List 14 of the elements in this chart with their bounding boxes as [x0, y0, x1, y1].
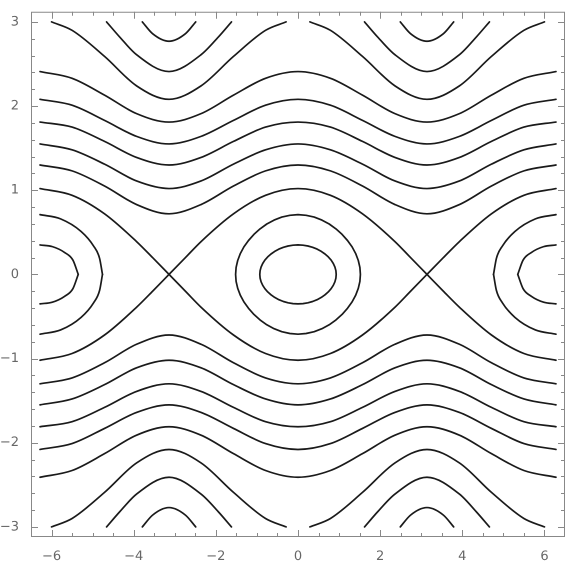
x-tick-label: 6 [540, 549, 549, 564]
x-tick-label: −2 [206, 549, 226, 564]
x-tick-label: −6 [42, 549, 62, 564]
y-tick-label: −3 [0, 519, 19, 534]
y-tick-label: −1 [0, 350, 19, 366]
y-tick-label: −2 [0, 435, 19, 450]
x-tick-label: 4 [458, 549, 466, 564]
y-tick-label: 3 [10, 14, 19, 30]
y-tick-label: 1 [10, 182, 19, 198]
x-tick-label: 2 [376, 549, 384, 564]
y-tick-label: 2 [10, 98, 19, 114]
x-tick-label: −4 [124, 549, 144, 564]
y-tick-label: 0 [10, 266, 19, 282]
x-tick-label: 0 [294, 549, 302, 564]
